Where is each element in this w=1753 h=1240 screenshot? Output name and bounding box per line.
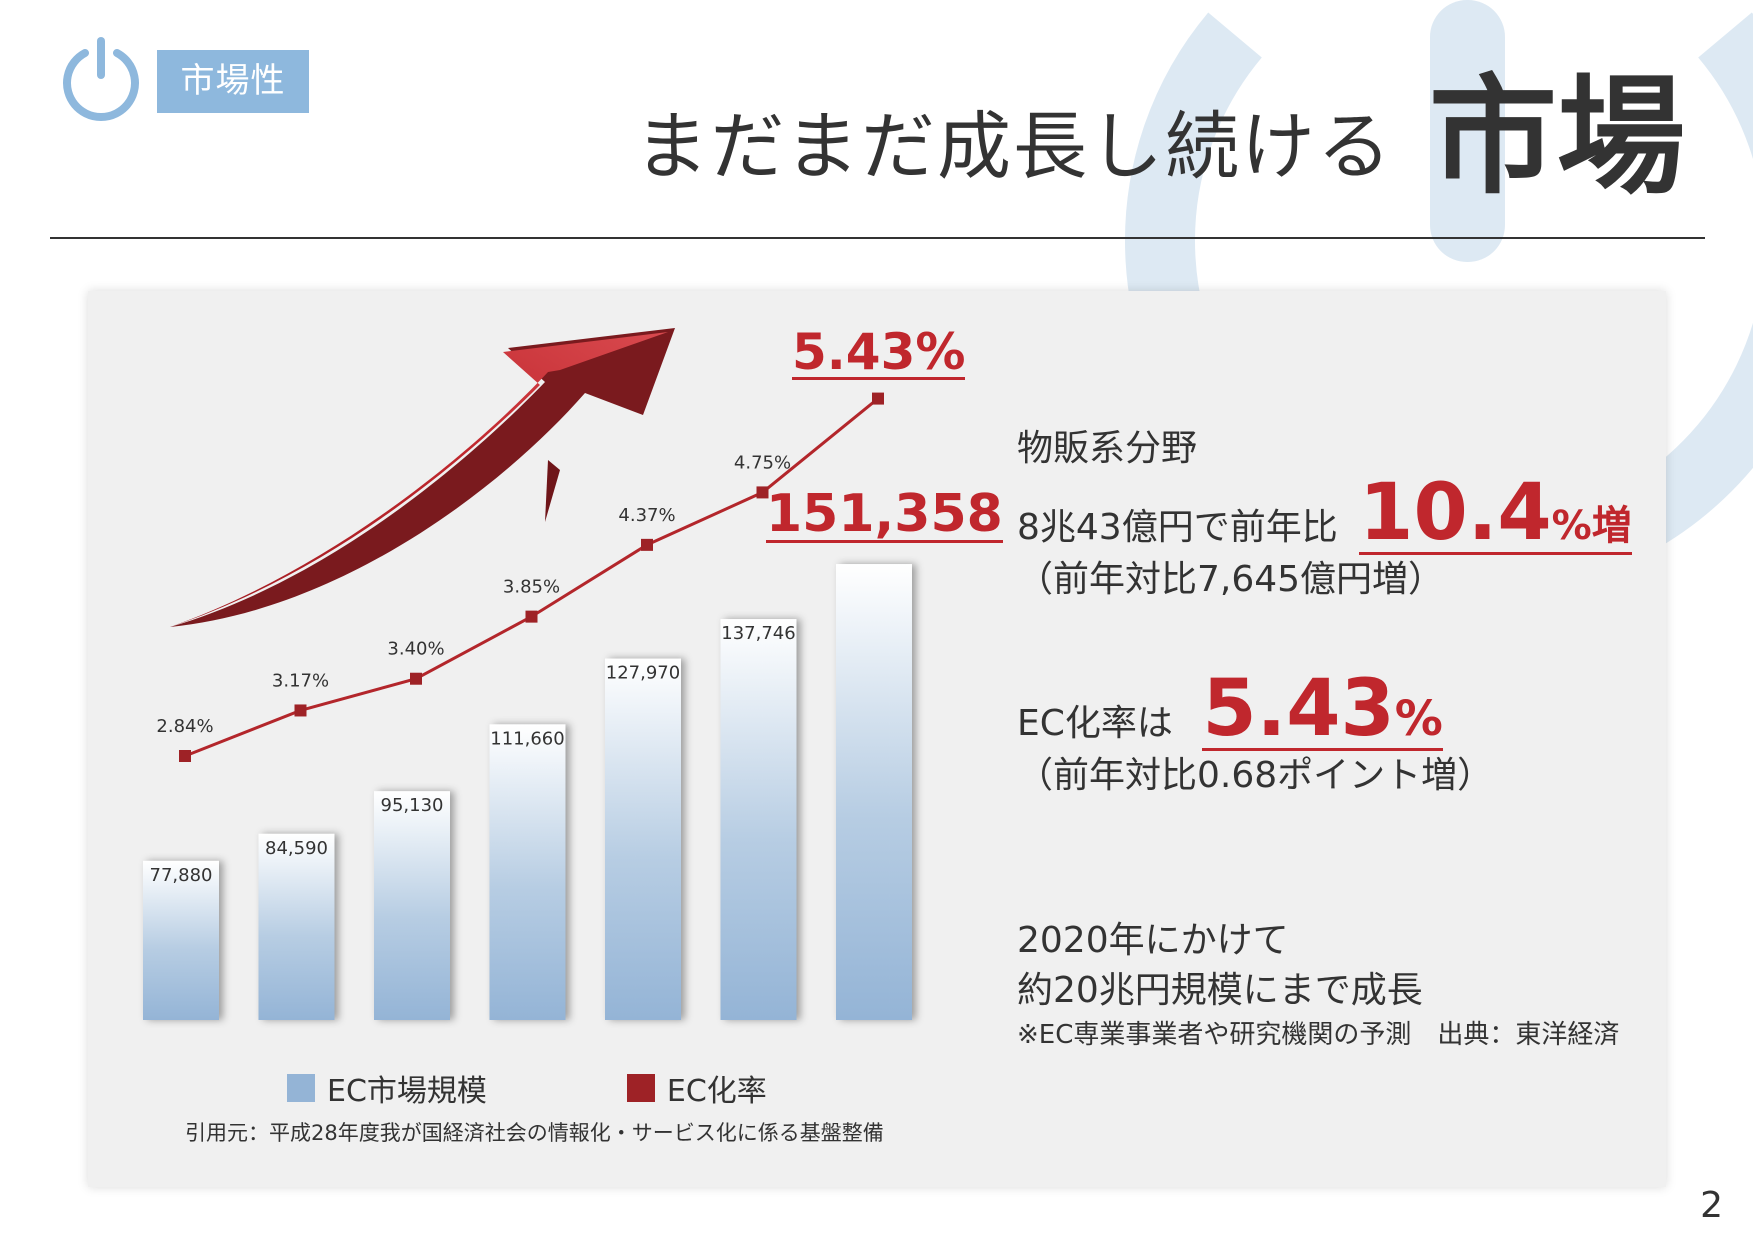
bar-value-label: 127,970 [606, 663, 680, 684]
legend-item-market-size: EC市場規模 [287, 1066, 487, 1110]
bar-value-label: 95,130 [381, 795, 444, 816]
chart-citation: 引用元：平成28年度我が国経済社会の情報化・サービス化に係る基盤整備 [185, 1121, 884, 1145]
bar-value-label: 84,590 [265, 838, 328, 859]
rate-value-label: 4.75% [734, 452, 791, 473]
header-divider [50, 237, 1705, 239]
info-block-ec-rate: EC化率は 5.43% （前年対比0.68ポイント増） [1017, 670, 1493, 801]
info-goods-growth-value: 10.4 [1359, 468, 1552, 559]
page-title: まだまだ成長し続ける 市場 [634, 52, 1685, 202]
bar-1 [143, 860, 219, 1020]
rate-point-7 [872, 392, 884, 405]
legend-label: EC化率 [666, 1074, 767, 1109]
bar-value-label: 111,660 [490, 728, 564, 749]
headline-strong: 市場 [1428, 63, 1685, 212]
rate-value-label: 4.37% [618, 505, 675, 526]
info-goods-title: 物販系分野 [1017, 428, 1198, 469]
legend-swatch-blue [287, 1074, 315, 1102]
callout-rate-label: 5.43% [792, 323, 966, 381]
growth-arrow-icon [170, 328, 675, 627]
info-block-goods: 物販系分野 8兆43億円で前年比 10.4%増 （前年対比7,645億円増） [1017, 424, 1632, 606]
section-badge: 市場性 [157, 50, 309, 113]
rate-point-1 [179, 750, 191, 762]
bar-4 [489, 724, 566, 1020]
bar-value-label: 77,880 [150, 865, 213, 886]
info-block-forecast: 2020年にかけて 約20兆円規模にまで成長 ※EC専業事業者や研究機関の予測 … [1017, 916, 1619, 1053]
rate-value-label: 3.40% [387, 639, 444, 660]
info-forecast-line1: 2020年にかけて [1017, 920, 1289, 961]
info-ec-rate-unit: % [1394, 691, 1443, 747]
bar-6 [720, 619, 797, 1020]
info-ec-rate-value: 5.43 [1202, 664, 1395, 754]
bar-2 [258, 833, 335, 1020]
info-ec-rate-diff: （前年対比0.68ポイント増） [1017, 755, 1494, 796]
legend-item-ec-rate: EC化率 [626, 1066, 767, 1110]
rate-value-label: 2.84% [156, 716, 213, 737]
page-number: 2 [1700, 1185, 1723, 1226]
rate-value-label: 3.17% [272, 670, 329, 691]
info-goods-diff: （前年対比7,645億円増） [1017, 559, 1445, 601]
info-ec-rate-text: EC化率は [1017, 703, 1173, 744]
info-ec-rate-line: EC化率は 5.43% [1017, 670, 1493, 751]
info-goods-growth-text: 8兆43億円で前年比 [1017, 507, 1338, 549]
bar-5 [605, 658, 681, 1020]
info-forecast-note: ※EC専業事業者や研究機関の予測 出典：東洋経済 [1017, 1019, 1620, 1050]
rate-point-6 [756, 486, 769, 499]
info-ec-rate-highlight: 5.43% [1202, 670, 1443, 751]
rate-point-2 [294, 704, 307, 717]
bar-value-label: 137,746 [721, 623, 795, 644]
bar-3 [374, 791, 450, 1020]
info-goods-growth-highlight: 10.4%増 [1359, 474, 1632, 556]
callout-market-size-label: 151,358 [766, 484, 1003, 544]
headline-lead: まだまだ成長し続ける [634, 104, 1393, 190]
legend-label: EC市場規模 [327, 1074, 487, 1109]
info-forecast-line2: 約20兆円規模にまで成長 [1017, 970, 1423, 1012]
info-goods-growth-unit: %増 [1551, 503, 1632, 550]
info-goods-growth: 8兆43億円で前年比 10.4%増 [1017, 474, 1632, 556]
rate-point-3 [410, 672, 422, 685]
rate-point-4 [525, 610, 538, 623]
legend-swatch-red [626, 1074, 655, 1102]
power-icon [63, 37, 139, 121]
rate-value-label: 3.85% [503, 577, 560, 598]
rate-point-5 [641, 538, 653, 551]
chart-legend: EC市場規模 EC化率 [287, 1066, 767, 1110]
bar-7 [836, 564, 912, 1020]
